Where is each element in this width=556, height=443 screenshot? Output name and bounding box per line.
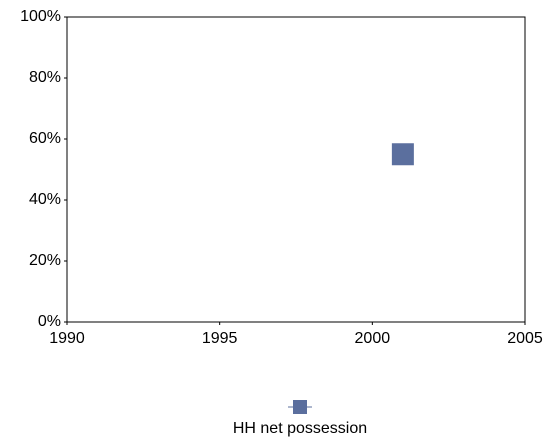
y-tick-label: 40%: [29, 191, 61, 208]
y-tick-label: 60%: [29, 130, 61, 147]
x-tick-label: 2000: [355, 330, 391, 347]
legend-marker: [293, 400, 307, 414]
y-tick-label: 20%: [29, 252, 61, 269]
x-tick-label: 1995: [202, 330, 238, 347]
y-tick-label: 100%: [20, 8, 61, 25]
marker: [391, 143, 414, 166]
x-tick-label: 2005: [507, 330, 543, 347]
y-tick-label: 80%: [29, 69, 61, 86]
y-tick-label: 0%: [38, 313, 61, 330]
legend-label: HH net possession: [233, 420, 367, 437]
x-tick-label: 1990: [49, 330, 85, 347]
plot-frame: [66, 16, 526, 323]
